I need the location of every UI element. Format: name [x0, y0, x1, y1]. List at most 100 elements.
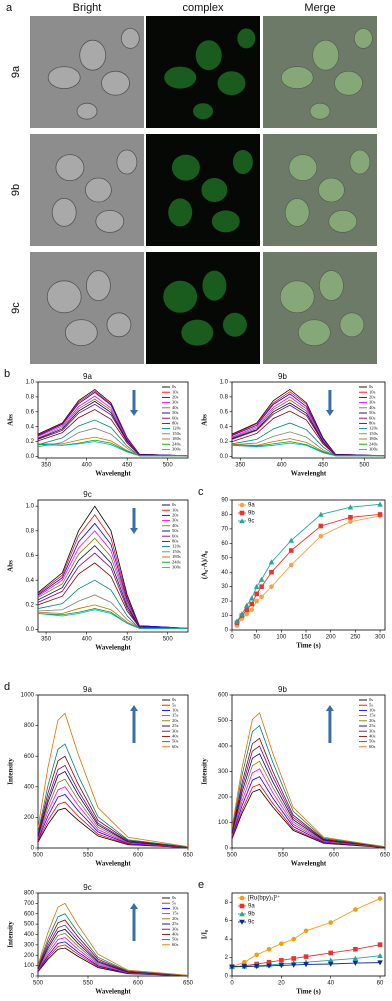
- y-tick-label: 100: [24, 963, 35, 969]
- legend-label: 50s: [172, 739, 179, 744]
- y-axis-label: Intensity: [7, 758, 15, 785]
- y-tick-label: 0.8: [26, 394, 35, 400]
- x-tick-label: 400: [82, 637, 93, 643]
- y-tick-label: 1.0: [220, 380, 229, 386]
- legend-label: 40s: [369, 733, 376, 738]
- legend-label: 50s: [172, 410, 179, 415]
- legend-label: 40s: [172, 733, 179, 738]
- trend-arrow-head: [130, 705, 138, 711]
- legend-label: 30s: [369, 400, 376, 405]
- series-line: [37, 807, 189, 848]
- x-tick-label: 350: [41, 463, 52, 469]
- x-tick-label: 350: [235, 463, 246, 469]
- series-line: [37, 933, 189, 976]
- marker: [377, 501, 383, 507]
- panel-label: a: [6, 2, 13, 14]
- y-tick-label: 300: [24, 942, 35, 948]
- x-axis-label: Wavelenght: [95, 988, 131, 996]
- series-line: [37, 786, 189, 848]
- y-tick-label: 200: [218, 795, 229, 801]
- x-tick-label: 500: [33, 853, 44, 859]
- legend-label: 9c: [248, 920, 254, 926]
- series-line: [37, 522, 189, 629]
- marker: [377, 896, 383, 901]
- marker: [239, 611, 245, 617]
- legend-label: 20s: [172, 916, 179, 921]
- legend-label: 30s: [172, 926, 179, 931]
- legend-label: 9c: [248, 519, 254, 525]
- x-tick-label: 500: [163, 463, 174, 469]
- plot-frame: [37, 694, 189, 849]
- x-tick-label: 500: [163, 637, 174, 643]
- column-header: Bright: [73, 2, 102, 14]
- x-axis-label: Wavelenght: [291, 470, 327, 478]
- legend-label: 60s: [172, 744, 179, 749]
- x-tick-label: 0: [230, 635, 234, 641]
- plot-frame: [231, 892, 386, 977]
- legend-label: 9a: [248, 904, 255, 910]
- legend-marker: [239, 911, 245, 917]
- legend-label: 150s: [369, 431, 378, 436]
- cell: [217, 71, 246, 96]
- marker: [290, 962, 297, 968]
- legend-label: 300s: [369, 446, 378, 451]
- legend-label: 240s: [172, 441, 181, 446]
- x-tick-label: 400: [277, 463, 288, 469]
- cell: [51, 197, 77, 227]
- marker: [269, 584, 274, 589]
- series-line: [231, 745, 386, 848]
- marker: [253, 583, 260, 589]
- y-axis-label: Abs: [7, 414, 15, 426]
- cell: [349, 149, 371, 175]
- cell: [47, 66, 81, 89]
- marker: [229, 964, 235, 970]
- y-tick-label: 0.0: [220, 454, 229, 460]
- legend-label: 9b: [248, 912, 255, 918]
- cell: [309, 102, 331, 120]
- series-line: [231, 776, 386, 848]
- y-tick-label: 200: [24, 815, 35, 821]
- y-tick-label: 0.2: [26, 439, 35, 445]
- x-axis-label: Wavelenght: [291, 860, 327, 868]
- legend-label: 9b: [248, 511, 255, 517]
- marker: [249, 607, 255, 613]
- y-tick-label: 50: [221, 555, 228, 561]
- legend-label: 30s: [172, 518, 179, 523]
- legend-label: 150s: [172, 549, 181, 554]
- series-line: [37, 562, 189, 629]
- trend-arrow-head: [130, 903, 138, 909]
- legend-label: 60s: [172, 415, 179, 420]
- y-tick-label: 90: [221, 498, 228, 504]
- cell: [193, 103, 213, 120]
- marker: [348, 519, 353, 524]
- cell: [181, 319, 214, 346]
- x-tick-label: 500: [359, 463, 370, 469]
- x-axis-label: Wavelenght: [95, 470, 131, 478]
- y-tick-label: 8: [225, 900, 229, 906]
- cell: [79, 39, 107, 71]
- series-line: [231, 898, 381, 968]
- marker: [347, 504, 354, 510]
- cell: [164, 66, 197, 89]
- legend-label: 15s: [369, 713, 376, 718]
- series-line: [37, 801, 189, 848]
- y-tick-label: 0.4: [26, 578, 35, 584]
- panel-label: d: [4, 681, 10, 693]
- y-tick-label: 400: [24, 784, 35, 790]
- series-line: [231, 962, 381, 968]
- series-line: [231, 788, 386, 848]
- legend-label: 5s: [172, 702, 176, 707]
- legend-label: 20s: [172, 394, 179, 399]
- marker: [234, 618, 240, 624]
- x-tick-label: 500: [33, 981, 44, 987]
- y-tick-label: 0: [225, 628, 229, 634]
- x-tick-label: 600: [133, 853, 144, 859]
- legend-label: 0s: [172, 895, 176, 900]
- x-tick-label: 600: [133, 981, 144, 987]
- y-tick-label: 100: [218, 820, 229, 826]
- y-tick-label: 70: [221, 526, 228, 532]
- marker: [352, 955, 359, 961]
- y-tick-label: 400: [24, 932, 35, 938]
- series-line: [231, 410, 386, 457]
